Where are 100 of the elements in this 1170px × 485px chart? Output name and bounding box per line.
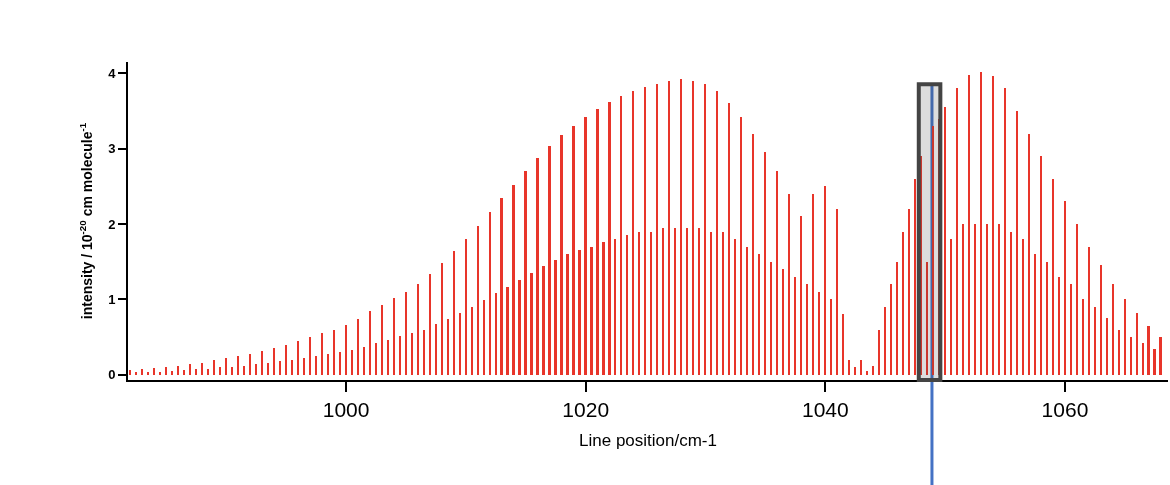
- bar: [471, 307, 473, 375]
- bar: [1028, 134, 1030, 375]
- bar: [399, 336, 401, 375]
- x-tick-label: 1000: [322, 398, 370, 422]
- bar: [692, 81, 694, 375]
- bar: [758, 254, 760, 375]
- bar: [794, 277, 796, 375]
- bar: [165, 367, 167, 375]
- bar: [1124, 299, 1126, 375]
- bar: [1082, 299, 1084, 375]
- bar: [333, 330, 335, 375]
- bar: [1034, 254, 1036, 375]
- bar: [944, 107, 946, 375]
- y-tick-label: 1: [108, 291, 116, 307]
- bar: [1153, 349, 1156, 375]
- bar: [1100, 265, 1102, 375]
- bar: [674, 228, 676, 375]
- bar: [620, 96, 622, 375]
- bar: [1136, 313, 1138, 375]
- bar: [411, 333, 413, 375]
- bar: [249, 354, 251, 375]
- bar: [345, 325, 347, 375]
- bar: [375, 343, 377, 375]
- bar: [315, 356, 317, 375]
- x-tick-label: 1040: [801, 398, 849, 422]
- bar: [381, 305, 383, 375]
- bar: [159, 372, 161, 375]
- x-tick-label: 1060: [1041, 398, 1089, 422]
- bar: [848, 360, 850, 375]
- bar: [824, 186, 826, 375]
- bar: [926, 262, 928, 375]
- bar: [812, 194, 814, 375]
- y-tick-label: 3: [108, 141, 116, 157]
- bar: [1076, 224, 1078, 375]
- bar: [560, 135, 563, 375]
- bar: [662, 228, 664, 375]
- bar: [279, 361, 281, 375]
- bar: [495, 293, 497, 375]
- y-tick-label: 2: [108, 216, 116, 232]
- bar: [405, 292, 407, 375]
- y-tick-label: 4: [108, 65, 117, 81]
- bar: [584, 117, 587, 375]
- bar: [1004, 88, 1006, 375]
- bar: [518, 280, 521, 375]
- bar: [572, 126, 575, 375]
- bar: [644, 87, 646, 375]
- bar: [1112, 284, 1114, 375]
- bar: [764, 152, 766, 375]
- bar: [207, 369, 209, 375]
- bar: [225, 358, 227, 375]
- bar: [698, 228, 700, 375]
- bar: [890, 284, 892, 375]
- bar: [866, 371, 868, 375]
- bar: [447, 319, 449, 375]
- bar: [477, 226, 479, 375]
- bar: [1040, 156, 1042, 375]
- bar: [387, 340, 389, 375]
- bar: [596, 109, 599, 375]
- bar: [986, 224, 988, 375]
- bar: [536, 158, 539, 375]
- bar: [962, 224, 964, 375]
- bar: [878, 330, 880, 375]
- bar: [417, 284, 419, 375]
- bar: [465, 239, 467, 375]
- bar: [752, 134, 754, 375]
- y-tick-label: 0: [108, 367, 116, 383]
- bar: [530, 273, 533, 375]
- bar: [914, 179, 916, 375]
- bar: [542, 266, 545, 375]
- bar: [1088, 247, 1090, 375]
- bar: [956, 88, 958, 375]
- bar: [788, 194, 790, 375]
- bar: [884, 307, 886, 375]
- bar: [578, 250, 581, 375]
- x-tick-label: 1020: [562, 398, 610, 422]
- bar: [896, 262, 898, 375]
- bar: [920, 156, 922, 375]
- bar: [524, 171, 527, 375]
- bar: [459, 313, 461, 375]
- bar: [1070, 284, 1072, 375]
- bar: [453, 251, 455, 375]
- bar: [716, 91, 718, 375]
- bar: [189, 364, 191, 375]
- bar: [548, 146, 551, 375]
- x-axis-title: Line position/cm-1: [579, 431, 717, 451]
- bar: [147, 372, 149, 375]
- bar: [506, 287, 509, 375]
- bar: [243, 366, 245, 375]
- bar: [980, 72, 982, 375]
- bar: [746, 247, 748, 375]
- bar: [255, 364, 257, 375]
- bar: [680, 79, 682, 375]
- bar: [201, 363, 203, 375]
- bar: [500, 198, 503, 375]
- bar: [734, 239, 736, 375]
- bar: [830, 299, 832, 375]
- bar: [908, 209, 910, 375]
- bar: [285, 345, 287, 375]
- bar: [860, 360, 862, 375]
- bar: [1058, 277, 1060, 375]
